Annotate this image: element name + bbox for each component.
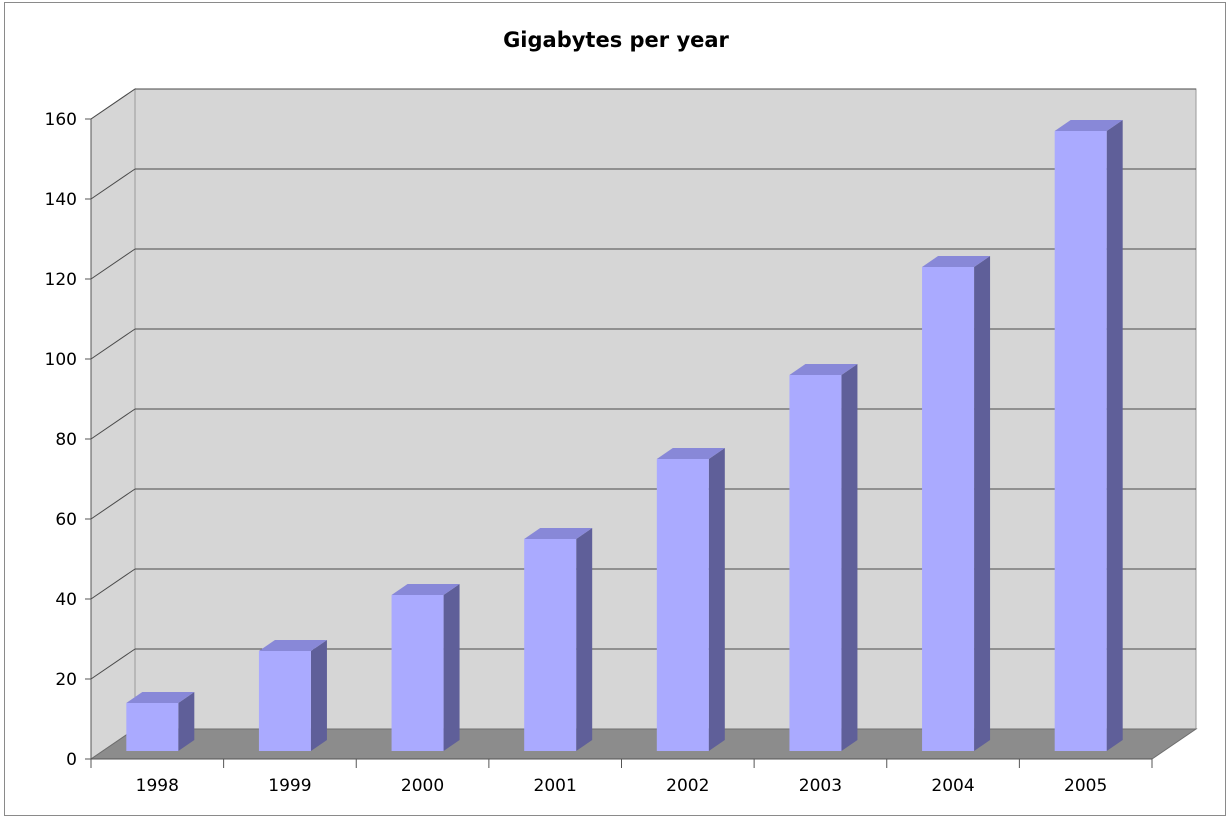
y-tick-label: 20 [55,670,77,690]
x-tick-label: 2001 [534,776,577,796]
y-tick-label: 0 [66,750,77,770]
gridline-side [90,248,136,280]
bar-2000 [391,584,460,751]
bar-side [576,528,593,751]
x-tick-label: 1998 [136,776,179,796]
x-tick-label: 1999 [268,776,311,796]
bar-front [1054,131,1107,751]
x-tick-label: 2004 [931,776,974,796]
bar-front [922,267,975,751]
bar-2003 [789,364,858,751]
bar-side [1106,120,1123,751]
x-tick-label: 2000 [401,776,444,796]
y-tick-label: 160 [45,110,77,130]
bars [126,120,1123,751]
y-tick-label: 40 [55,590,77,610]
chart-walls [89,88,1198,760]
floor [89,728,1198,760]
bar-side [708,448,725,751]
bar-side [974,256,991,751]
x-tick-label: 2003 [799,776,842,796]
x-tick-label: 2005 [1064,776,1107,796]
bar-top [258,640,327,651]
x-tick-label: 2002 [666,776,709,796]
bar-top [524,528,593,539]
bar-front [126,703,179,751]
y-axis: 0 20 40 60 80 100 120 140 160 [45,110,92,770]
bar-2001 [524,528,593,751]
y-tick-label: 60 [55,510,77,530]
bar-top [126,692,195,703]
gridline-side [90,488,136,520]
gridline-side [90,568,136,600]
bar-top [656,448,725,459]
bar-2004 [922,256,991,751]
y-tick-label: 100 [45,350,77,370]
gridline-side [90,408,136,440]
bar-front [656,459,709,751]
bar-side [310,640,327,751]
gridline-side [90,328,136,360]
bar-side [443,584,460,751]
chart-title: Gigabytes per year [503,28,729,52]
y-tick-label: 80 [55,430,77,450]
bar-2002 [656,448,725,751]
bar-1998 [126,692,195,751]
bar-top [391,584,460,595]
bar-top [922,256,991,267]
bar-1999 [258,640,327,751]
bar-side [841,364,858,751]
bar-side [178,692,195,751]
gridline-side [90,168,136,200]
y-tick-label: 140 [45,190,77,210]
bar-front [789,375,842,751]
bar-front [258,651,311,751]
gridline-side [90,648,136,680]
bar-top [789,364,858,375]
bar-top [1054,120,1123,131]
gridline-side [90,88,136,120]
bar-front [524,539,577,751]
x-axis: 1998 1999 2000 2001 2002 2003 2004 2005 [90,758,1153,796]
y-tick-label: 120 [45,270,77,290]
bar-2005 [1054,120,1123,751]
bar-front [391,595,444,751]
